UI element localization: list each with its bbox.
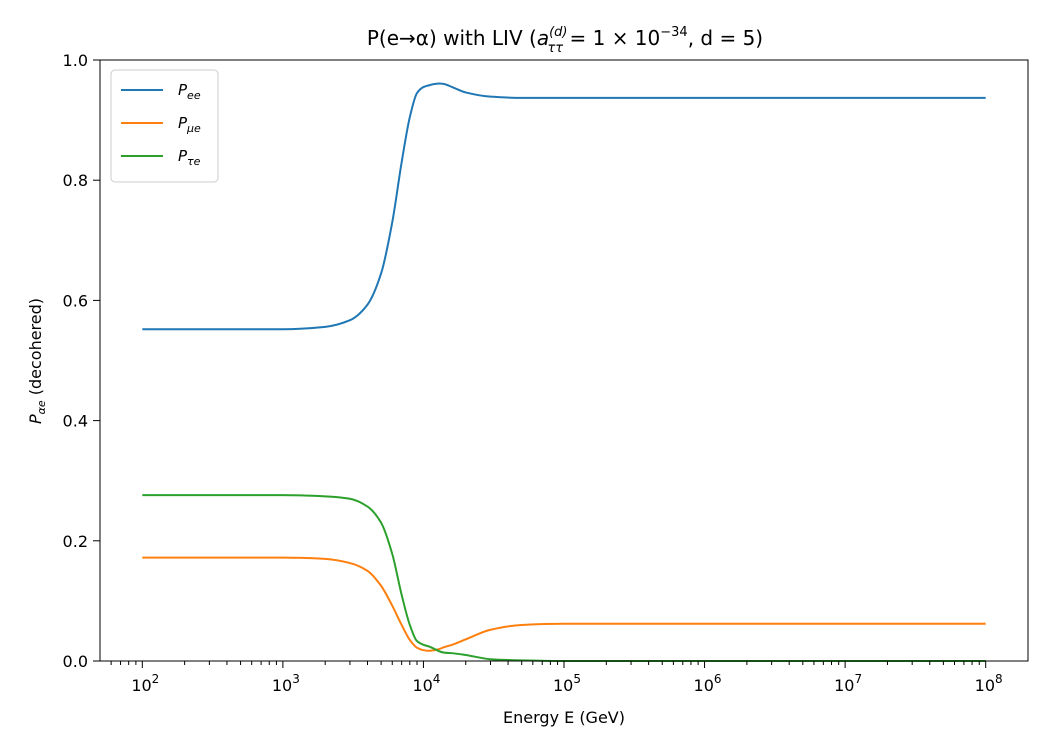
series-line-0 bbox=[142, 82, 986, 331]
x-tick-label: 105 bbox=[553, 672, 581, 695]
legend-label-1: Pμe bbox=[178, 114, 201, 135]
y-tick-label: 1.0 bbox=[63, 51, 88, 70]
x-tick-label: 107 bbox=[834, 672, 862, 695]
y-tick-label: 0.6 bbox=[63, 291, 88, 310]
x-tick-label: 103 bbox=[272, 672, 300, 695]
y-tick-label: 0.2 bbox=[63, 532, 88, 551]
y-tick-label: 0.0 bbox=[63, 652, 88, 671]
legend-label-2: Pτe bbox=[178, 147, 201, 168]
legend: Pee Pμe Pτe bbox=[110, 69, 219, 183]
x-axis: 102 103 104 105 106 107 108 bbox=[110, 661, 1003, 695]
x-tick-label: 108 bbox=[975, 672, 1003, 695]
y-tick-label: 0.8 bbox=[63, 171, 88, 190]
y-tick-label: 0.4 bbox=[63, 412, 88, 431]
legend-label-0: Pee bbox=[178, 81, 201, 102]
x-tick-label: 104 bbox=[412, 672, 440, 695]
plot-area: 102 103 104 105 106 107 108 0.0 0.2 0.4 0.6 0.8 1.0 bbox=[63, 51, 1029, 695]
x-axis-label: Energy E (GeV) bbox=[503, 708, 625, 727]
x-tick-label: 106 bbox=[694, 672, 722, 695]
series-line-1 bbox=[142, 556, 986, 652]
y-axis-label: Pαe (decohered) bbox=[26, 298, 48, 424]
legend-box bbox=[110, 69, 219, 183]
chart-title: P(e→α) with LIV (a(d) ττ = 1 × 10−34, d =… bbox=[367, 25, 763, 56]
y-axis: 0.0 0.2 0.4 0.6 0.8 1.0 bbox=[63, 51, 100, 671]
x-tick-label: 102 bbox=[131, 672, 159, 695]
